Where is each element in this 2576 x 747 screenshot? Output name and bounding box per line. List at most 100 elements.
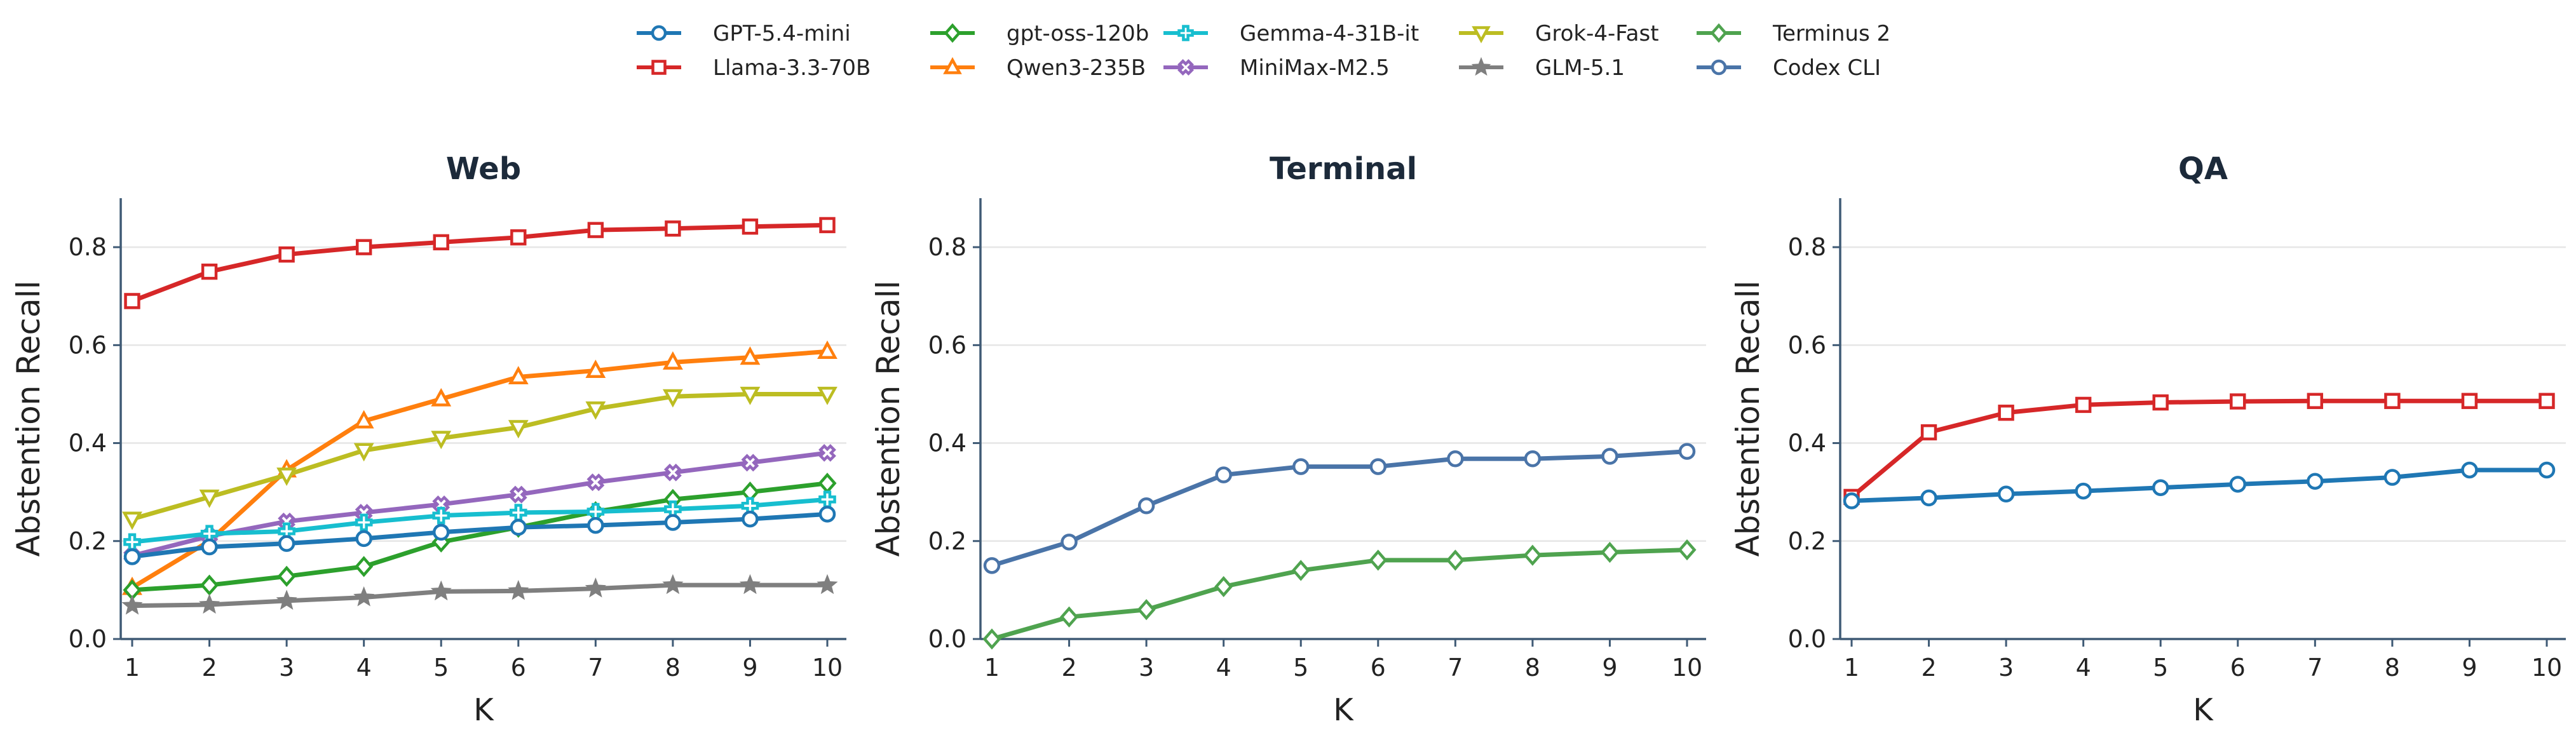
legend-label: GPT-5.4-mini [713,21,851,46]
data-point [819,217,836,234]
data-point [664,514,682,531]
x-tick-label: 8 [665,654,681,682]
data-point [2229,476,2247,493]
y-tick-label: 0.0 [69,625,107,653]
x-tick-label: 1 [125,654,140,682]
data-point [2461,461,2478,479]
data-point [353,443,374,462]
data-point [818,473,837,494]
data-point [817,340,837,359]
series-gpt-5-4-mini [123,506,836,565]
data-point [353,410,374,429]
data-point [121,595,143,615]
y-tick-label: 0.6 [1788,331,1826,359]
x-tick-label: 6 [2230,654,2246,682]
data-point [2384,393,2401,409]
legend-marker [1710,23,1728,43]
data-point [817,574,838,595]
legend-marker [651,25,667,41]
data-point [1215,466,1232,483]
y-tick-label: 0.4 [69,429,107,457]
data-point [1524,450,1542,468]
legend-item-gpt-oss-120b: gpt-oss-120b [930,21,1149,46]
data-point [586,502,605,521]
series-line [130,450,830,558]
data-point [432,523,450,541]
legend-item-minimax-m2-5: MiniMax-M2.5 [1163,55,1390,81]
data-point [1920,424,1937,441]
data-point [431,431,452,450]
data-point [276,468,297,486]
legend-item-gemma-4-31b-it: Gemma-4-31B-it [1163,21,1419,46]
data-point [817,386,837,405]
data-point [1523,544,1542,566]
x-tick-label: 9 [1602,654,1617,682]
panel-title: Terminal [1270,151,1417,187]
data-point [2307,393,2324,409]
legend-item-grok-4-fast: Grok-4-Fast [1459,21,1659,46]
legend-marker [651,60,667,75]
gridlines [1840,246,2566,542]
legend-label: gpt-oss-120b [1007,21,1149,46]
y-tick-label: 0.6 [69,331,107,359]
series-llama-3-3-70b [124,217,836,309]
data-point [818,506,836,523]
series-line [989,548,1690,642]
data-point [1920,489,1937,507]
data-point [2152,479,2169,496]
legend-item-glm-5-1: GLM-5.1 [1459,55,1625,81]
x-tick-label: 8 [1525,654,1540,682]
data-point [1446,549,1465,571]
data-point [124,293,140,309]
data-point [123,548,141,565]
data-point [586,473,605,492]
y-tick-label: 0.4 [1788,429,1826,457]
data-point [587,516,604,534]
data-point [2461,393,2478,409]
data-point [741,454,759,472]
data-point [431,387,452,407]
data-point [2152,394,2169,411]
legend-item-gpt-5-4-mini: GPT-5.4-mini [637,21,851,46]
y-tick-label: 0.2 [69,527,107,555]
legend-marker [943,57,962,74]
x-tick-label: 4 [356,654,372,682]
data-point [277,565,296,587]
series-line [130,497,830,544]
panel-web: 0.0 0.2 0.4 0.6 0.8 1 2 3 4 5 6 7 8 9 10 Web K Abstention… [10,151,846,728]
y-tick-label: 0.8 [69,233,107,261]
legend-marker [1711,59,1727,76]
legend-label: Qwen3-235B [1007,55,1146,81]
data-point [430,580,452,601]
data-point [1369,458,1387,475]
data-point [1678,443,1696,460]
x-tick-label: 2 [1061,654,1076,682]
data-point [2230,393,2246,410]
series-gpt-oss-120b [123,473,837,601]
gridlines [121,246,846,542]
data-point [662,389,683,408]
series-line [130,511,830,559]
data-point [739,574,761,595]
data-point [587,222,604,238]
legend-label: Terminus 2 [1772,21,1890,46]
y-tick-label: 0.6 [928,331,966,359]
data-point [1369,549,1388,571]
series-line [130,222,830,304]
legend-marker [1177,25,1194,41]
legend: GPT-5.4-mini Llama-3.3-70B gpt-oss-120b Qwe… [637,21,1890,81]
legend-item-qwen3-235b: Qwen3-235B [930,55,1146,81]
legend-label: MiniMax-M2.5 [1240,55,1390,81]
legend-marker [944,23,961,43]
data-point [508,580,529,600]
data-point [2383,469,2401,486]
data-point [353,586,375,607]
x-tick-label: 5 [1293,654,1308,682]
series-line [1849,468,2549,504]
x-tick-label: 10 [1672,654,1702,682]
legend-label: Grok-4-Fast [1535,21,1659,46]
data-point [355,530,372,548]
data-point [432,506,451,525]
data-point [122,511,142,530]
